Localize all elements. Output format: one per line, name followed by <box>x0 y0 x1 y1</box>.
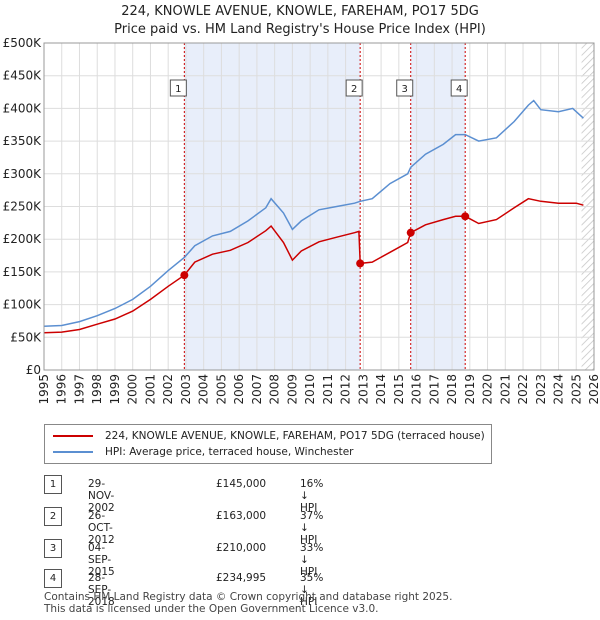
sale-date: 26-OCT-2012 <box>88 510 115 546</box>
x-tick-label: 1997 <box>72 374 86 405</box>
x-tick-label: 1996 <box>55 374 69 405</box>
price-chart: £0 £50K £100K £150K £200K £250K £300K £350K £400… <box>3 36 600 405</box>
chart-subtitle: Price paid vs. HM Land Registry's House … <box>114 22 486 37</box>
y-tick-label: £100K <box>3 298 43 312</box>
sale-hpi-diff: 33% ↓ HPI <box>300 542 324 578</box>
y-tick-label: £0 <box>26 363 41 377</box>
x-tick-label: 2010 <box>303 374 317 405</box>
x-tick-label: 2002 <box>161 374 175 405</box>
legend-blue-line <box>53 451 93 453</box>
sale-point <box>356 259 365 268</box>
legend-hpi-label: HPI: Average price, terraced house, Winc… <box>105 446 354 458</box>
sale-label: 2 <box>351 84 357 95</box>
sale-label: 1 <box>175 84 181 95</box>
sale-number-box: 2 <box>44 507 62 526</box>
sale-hpi-diff: 16% ↓ HPI <box>300 478 324 514</box>
x-tick-label: 2013 <box>356 374 370 405</box>
x-tick-label: 2001 <box>143 374 157 405</box>
y-tick-label: £450K <box>3 69 43 83</box>
y-tick-label: £150K <box>3 265 43 279</box>
x-tick-label: 2017 <box>427 374 441 405</box>
sale-number-box: 1 <box>44 475 62 494</box>
sale-label-box <box>396 79 414 97</box>
sale-point <box>406 228 415 237</box>
y-tick-label: £300K <box>3 167 43 181</box>
x-tick-label: 2015 <box>392 374 406 405</box>
y-tick-label: £350K <box>3 134 43 148</box>
sale-hpi-diff: 37% ↓ HPI <box>300 510 324 546</box>
sale-date: 29-NOV-2002 <box>88 478 115 514</box>
sale-label-box <box>450 79 468 97</box>
chart-title: 224, KNOWLE AVENUE, KNOWLE, FAREHAM, PO1… <box>121 4 479 19</box>
x-tick-label: 2004 <box>197 374 211 405</box>
sale-label: 4 <box>456 84 462 95</box>
x-tick-label: 2021 <box>498 374 512 405</box>
x-tick-label: 2014 <box>374 374 388 405</box>
legend-item-hpi: HPI: Average price, terraced house, Winc… <box>53 444 353 460</box>
legend-red-line <box>53 435 93 437</box>
x-tick-label: 2024 <box>552 374 566 405</box>
legend-property-label: 224, KNOWLE AVENUE, KNOWLE, FAREHAM, PO1… <box>105 430 485 442</box>
x-tick-label: 2003 <box>179 374 193 405</box>
footer-license: This data is licensed under the Open Gov… <box>44 603 379 615</box>
y-tick-label: £50K <box>10 330 42 344</box>
sale-price: £234,995 <box>216 572 267 584</box>
x-tick-label: 1998 <box>90 374 104 405</box>
sale-price: £163,000 <box>216 510 267 522</box>
sale-price: £210,000 <box>216 542 267 554</box>
x-tick-label: 2018 <box>445 374 459 405</box>
sale-price: £145,000 <box>216 478 267 490</box>
x-tick-label: 1999 <box>108 374 122 405</box>
x-tick-label: 2026 <box>587 374 600 405</box>
sale-date: 28-SEP-2018 <box>88 572 115 608</box>
sale-label-box <box>169 79 187 97</box>
x-tick-label: 2019 <box>463 374 477 405</box>
x-tick-label: 2000 <box>126 374 140 405</box>
sale-point <box>180 271 189 280</box>
x-tick-label: 2009 <box>285 374 299 405</box>
footer-copyright: Contains HM Land Registry data © Crown c… <box>44 591 453 603</box>
x-tick-label: 1995 <box>37 374 51 405</box>
x-tick-label: 2025 <box>569 374 583 405</box>
x-tick-label: 2012 <box>339 374 353 405</box>
x-tick-label: 2005 <box>214 374 228 405</box>
x-tick-label: 2016 <box>410 374 424 405</box>
y-tick-label: £500K <box>3 36 43 50</box>
legend-item-property: 224, KNOWLE AVENUE, KNOWLE, FAREHAM, PO1… <box>53 428 485 444</box>
y-tick-label: £250K <box>3 200 43 214</box>
sale-date: 04-SEP-2015 <box>88 542 115 578</box>
sale-point <box>461 212 470 221</box>
property-price-line <box>43 197 584 334</box>
sale-label: 3 <box>402 84 408 95</box>
sale-hpi-diff: 35% ↓ HPI <box>300 572 324 608</box>
x-tick-label: 2008 <box>268 374 282 405</box>
x-tick-label: 2007 <box>250 374 264 405</box>
sale-label-box <box>345 79 363 97</box>
x-tick-label: 2020 <box>481 374 495 405</box>
sale-number-box: 3 <box>44 539 62 558</box>
x-tick-label: 2022 <box>516 374 530 405</box>
y-tick-label: £200K <box>3 232 43 246</box>
x-tick-label: 2023 <box>534 374 548 405</box>
x-tick-label: 2011 <box>321 374 335 405</box>
y-tick-label: £400K <box>3 101 43 115</box>
sale-number-box: 4 <box>44 569 62 588</box>
hpi-line <box>43 99 584 327</box>
x-tick-label: 2006 <box>232 374 246 405</box>
legend: 224, KNOWLE AVENUE, KNOWLE, FAREHAM, PO1… <box>44 424 492 464</box>
plot-border <box>43 42 595 371</box>
